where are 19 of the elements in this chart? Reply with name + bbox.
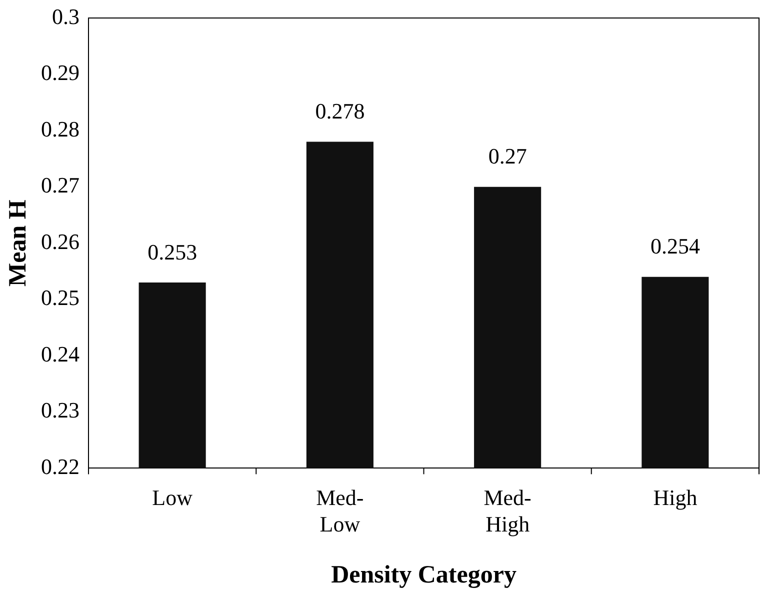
y-tick-label: 0.29 — [41, 60, 80, 86]
data-label: 0.253 — [148, 239, 198, 264]
x-tick-label: Low — [152, 485, 193, 510]
x-tick-label: Med-Low — [316, 485, 364, 537]
y-tick-label: 0.23 — [41, 398, 80, 423]
y-tick-label: 0.22 — [41, 454, 80, 479]
y-tick-label: 0.26 — [41, 228, 80, 254]
data-label: 0.278 — [315, 98, 365, 124]
y-tick-label: 0.24 — [41, 341, 80, 366]
x-tick-label: High — [653, 485, 698, 510]
y-tick-label: 0.27 — [41, 172, 80, 198]
x-axis-title: Density Category — [331, 561, 517, 588]
y-tick-label: 0.25 — [41, 285, 80, 310]
data-label: 0.27 — [488, 144, 527, 169]
x-tick-label: Med-High — [484, 485, 532, 537]
y-axis-title: Mean H — [4, 199, 32, 286]
y-tick-label: 0.28 — [41, 116, 80, 142]
data-label: 0.254 — [650, 234, 700, 259]
y-tick-label: 0.3 — [52, 4, 80, 29]
